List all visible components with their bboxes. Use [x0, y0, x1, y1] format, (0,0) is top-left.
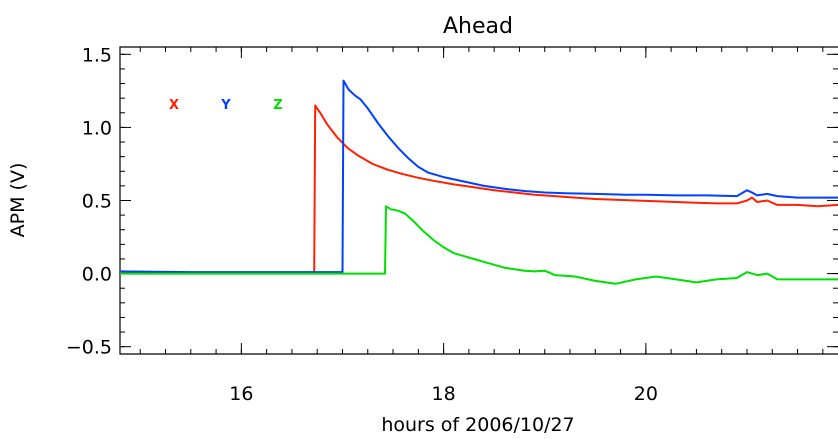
- axes-frame: [119, 46, 838, 355]
- y-tick-label: 1.0: [82, 117, 112, 139]
- x-tick-label: 20: [634, 383, 658, 405]
- y-tick-label: 0.5: [82, 191, 112, 213]
- chart-title: Ahead: [443, 14, 513, 39]
- plot-area: 16 18 20 −0.5 0.0 0.5 1.0 1.5 X Y Z: [66, 44, 838, 405]
- x-tick-label: 16: [229, 383, 253, 405]
- series-line-x: [119, 104, 838, 274]
- series-line-y: [119, 79, 838, 274]
- legend-label-z: Z: [273, 98, 282, 113]
- y-tick-label: 0.0: [82, 264, 112, 286]
- y-tick-label: −0.5: [66, 337, 112, 359]
- x-axis-title: hours of 2006/10/27: [381, 414, 574, 436]
- legend-label-y: Y: [220, 98, 231, 113]
- legend-label-x: X: [169, 98, 179, 113]
- series-line-z: [120, 205, 838, 285]
- y-axis-title: APM (V): [7, 163, 29, 238]
- x-tick-label: 18: [432, 383, 456, 405]
- y-tick-label: 1.5: [82, 44, 112, 66]
